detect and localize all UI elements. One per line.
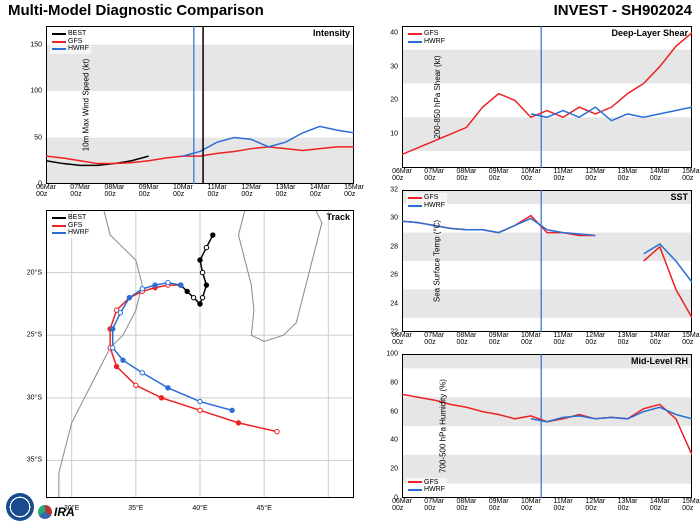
shear-plot [402,26,692,168]
header-right: INVEST - SH902024 [554,2,692,19]
sst-panel: SST Sea Surface Temp (°C) GFSHWRF 222426… [402,190,692,332]
sst-plot [402,190,692,332]
rh-title: Mid-Level RH [631,356,688,366]
shear-panel: Deep-Layer Shear 200-850 hPa Shear (kt) … [402,26,692,168]
header-left: Multi-Model Diagnostic Comparison [8,2,264,19]
sst-legend: GFSHWRF [406,193,447,210]
intensity-title: Intensity [313,28,350,38]
sst-ylabel: Sea Surface Temp (°C) [433,220,442,302]
track-legend: BESTGFSHWRF [50,213,91,238]
shear-title: Deep-Layer Shear [611,28,688,38]
shear-ylabel: 200-850 hPa Shear (kt) [433,55,442,138]
shear-legend: GFSHWRF [406,29,447,46]
noaa-logo-icon [6,493,34,521]
track-panel: Track BESTGFSHWRF 30°E35°E40°E45°E20°S25… [46,210,354,498]
intensity-panel: Intensity 10m Max Wind Speed (kt) BESTGF… [46,26,354,184]
cira-logo-icon [38,505,52,519]
sst-title: SST [670,192,688,202]
rh-panel: Mid-Level RH 700-500 hPa Humidity (%) GF… [402,354,692,498]
intensity-plot [46,26,354,184]
intensity-ylabel: 10m Max Wind Speed (kt) [82,59,91,151]
rh-ylabel: 700-500 hPa Humidity (%) [438,379,447,473]
track-plot [46,210,354,498]
rh-legend: GFSHWRF [406,478,447,495]
cira-brand: IRA [38,505,75,519]
intensity-legend: BESTGFSHWRF [50,29,91,54]
track-title: Track [326,212,350,222]
